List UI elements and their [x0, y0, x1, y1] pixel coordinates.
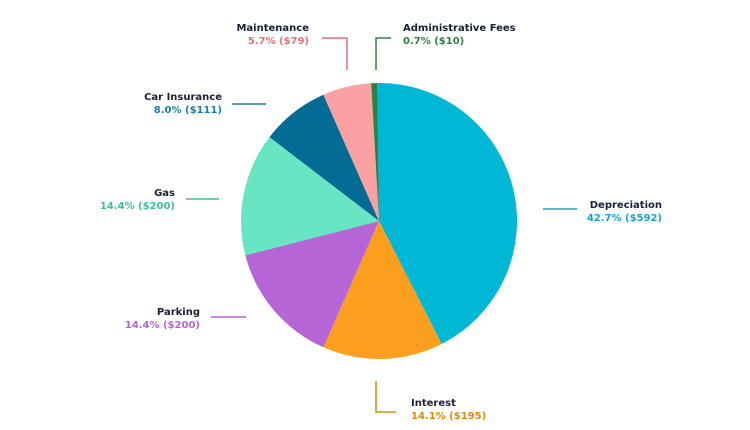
- pie-slice-car-insurance: [269, 94, 379, 221]
- slice-labels: Depreciation 42.7% ($592) Interest 14.1% ($…: [100, 23, 662, 422]
- pie-slice-parking: [245, 221, 379, 348]
- slice-value-parking: 14.4% ($200): [125, 320, 200, 331]
- slice-value-depreciation: 42.7% ($592): [587, 213, 662, 224]
- leader-line-administrative-fees: [375, 37, 391, 70]
- pie-slice-depreciation: [377, 82, 518, 344]
- pie-slice-administrative-fees: [371, 83, 379, 221]
- leader-line-maintenance: [322, 37, 348, 70]
- pie-slice-gas: [241, 137, 379, 256]
- slice-value-administrative-fees: 0.7% ($10): [403, 36, 464, 47]
- leader-lines: [186, 37, 577, 413]
- slice-label-interest: Interest: [411, 398, 456, 409]
- leader-line-interest: [375, 381, 396, 413]
- slice-value-maintenance: 5.7% ($79): [248, 36, 309, 47]
- pie-slice-interest: [323, 221, 442, 359]
- slice-label-administrative-fees: Administrative Fees: [403, 23, 516, 34]
- slice-label-maintenance: Maintenance: [236, 23, 309, 34]
- slice-value-car-insurance: 8.0% ($111): [154, 105, 222, 116]
- slice-label-gas: Gas: [154, 188, 175, 199]
- slice-value-gas: 14.4% ($200): [100, 201, 175, 212]
- slice-label-depreciation: Depreciation: [590, 200, 662, 211]
- slice-label-parking: Parking: [157, 307, 200, 318]
- pie-slice-maintenance: [323, 83, 379, 221]
- slice-value-interest: 14.1% ($195): [411, 411, 486, 422]
- slice-label-car-insurance: Car Insurance: [144, 92, 222, 103]
- pie-slices: [241, 82, 518, 359]
